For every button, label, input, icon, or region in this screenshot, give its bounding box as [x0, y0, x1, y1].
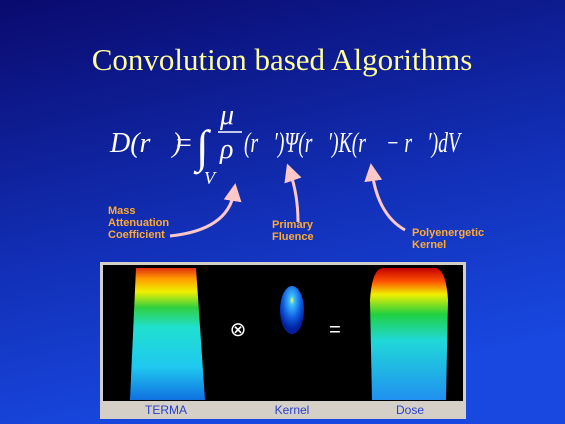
label: Primary Fluence [272, 219, 316, 243]
label-line: Polyenergetic [412, 227, 484, 239]
label-line: Kernel [412, 239, 446, 251]
slide-title: Convolution based Algorithms [92, 42, 473, 77]
label-line: Coefficient [108, 229, 165, 241]
formula-numerator: μ [219, 100, 234, 131]
formula-rest: (r⃗′)Ψ(r⃗′)K(r⃗ − r⃗′)dV [244, 128, 462, 159]
label-line: Fluence [272, 231, 314, 243]
caption: TERMA [145, 403, 187, 417]
image-panel: ⊗ = TERMA Kernel Dose [100, 262, 466, 419]
caption: Dose [396, 403, 424, 417]
caption: Kernel [275, 403, 310, 417]
formula-integral: ∫ [193, 121, 211, 175]
label-line: Primary [272, 219, 314, 231]
formula-denominator: ρ [219, 134, 233, 165]
slide: Convolution based Algorithms D(r⃗) = ∫ V… [0, 0, 565, 424]
terma-image [130, 268, 205, 400]
label-line: Mass [108, 205, 136, 217]
label-line: Attenuation [108, 217, 169, 229]
formula-equals: = [176, 128, 192, 159]
dose-image [370, 268, 448, 400]
formula-lhs: D(r⃗) [109, 128, 182, 159]
kernel-image [280, 286, 304, 334]
operator: ⊗ [230, 319, 247, 341]
operator: = [329, 319, 341, 341]
